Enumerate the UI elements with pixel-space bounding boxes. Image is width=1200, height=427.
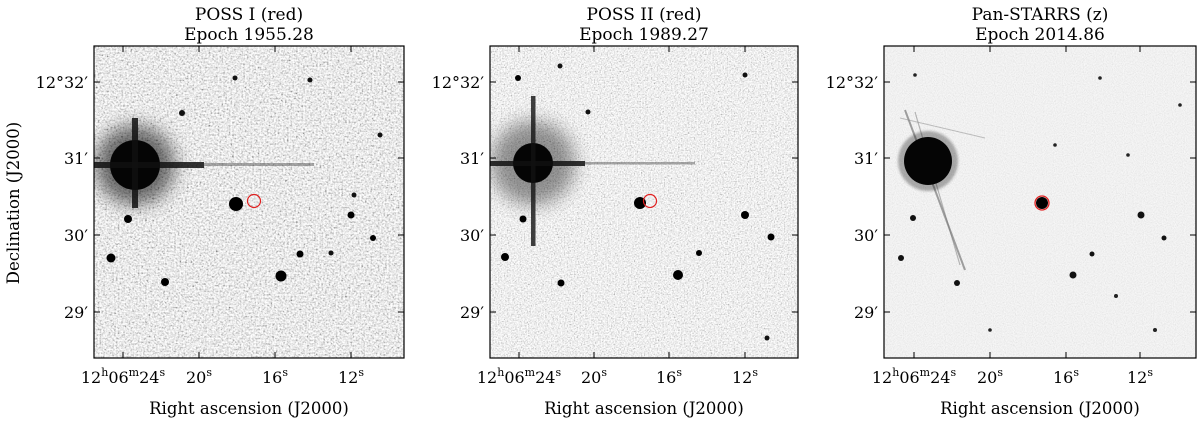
ra-tick-label: 20s [186,366,212,387]
axes-frame [489,45,799,359]
ra-tick-label: 16s [262,366,288,387]
y-axis-label: Declination (J2000) [4,122,23,284]
dec-tick-label: 31′ [854,149,878,168]
dec-tick-label: 31′ [64,149,88,168]
tick-marks [490,46,798,358]
ra-tick-label: 12s [1127,366,1153,387]
sky-image [884,46,1196,358]
ra-tick-label: 16s [656,366,682,387]
x-axis-label: Right ascension (J2000) [149,399,349,418]
ra-tick-label: 20s [977,366,1003,387]
panel-title-epoch: Epoch 1989.27 [579,25,709,45]
dec-tick-label: 30′ [854,226,878,245]
dec-tick-label: 12°32′ [36,73,89,92]
axes-frame [93,45,405,359]
panel-title-epoch: Epoch 2014.86 [975,25,1105,45]
ra-tick-label: 12s [732,366,758,387]
ra-tick-label: 12s [338,366,364,387]
panel-title-survey: POSS II (red) [587,5,702,25]
dec-tick-label: 31′ [460,149,484,168]
position-marker-icon [246,193,262,209]
dec-tick-label: 29′ [64,303,88,322]
ra-tick-label: 12h06m24s [81,366,166,387]
sky-image [490,46,798,358]
axes-frame [883,45,1197,359]
x-axis-label: Right ascension (J2000) [544,399,744,418]
panel-poss1: POSS I (red) Epoch 1955.28 [36,5,405,418]
dec-tick-label: 30′ [460,226,484,245]
ra-tick-label: 20s [581,366,607,387]
ra-tick-label: 16s [1053,366,1079,387]
ra-tick-label: 12h06m24s [477,366,562,387]
target-star [229,197,243,211]
tick-marks [94,46,404,358]
bright-star [904,137,952,185]
panel-title-survey: Pan-STARRS (z) [972,5,1109,25]
panel-poss2: POSS II (red) Epoch 1989.27 [432,5,799,418]
target-star [1036,197,1048,209]
panel-panstarrs: Pan-STARRS (z) Epoch 2014.86 [826,5,1197,418]
position-marker-icon [642,193,658,209]
dec-tick-label: 12°32′ [432,73,485,92]
dec-tick-label: 29′ [460,303,484,322]
dec-tick-label: 29′ [854,303,878,322]
ra-tick-label: 12h06m24s [872,366,957,387]
sky-image [94,46,404,358]
panel-title-survey: POSS I (red) [195,5,303,25]
dec-tick-label: 12°32′ [826,73,879,92]
dec-tick-label: 30′ [64,226,88,245]
tick-marks [884,46,1196,358]
panel-title-epoch: Epoch 1955.28 [184,25,314,45]
x-axis-label: Right ascension (J2000) [940,399,1140,418]
position-marker-icon [1034,195,1050,211]
